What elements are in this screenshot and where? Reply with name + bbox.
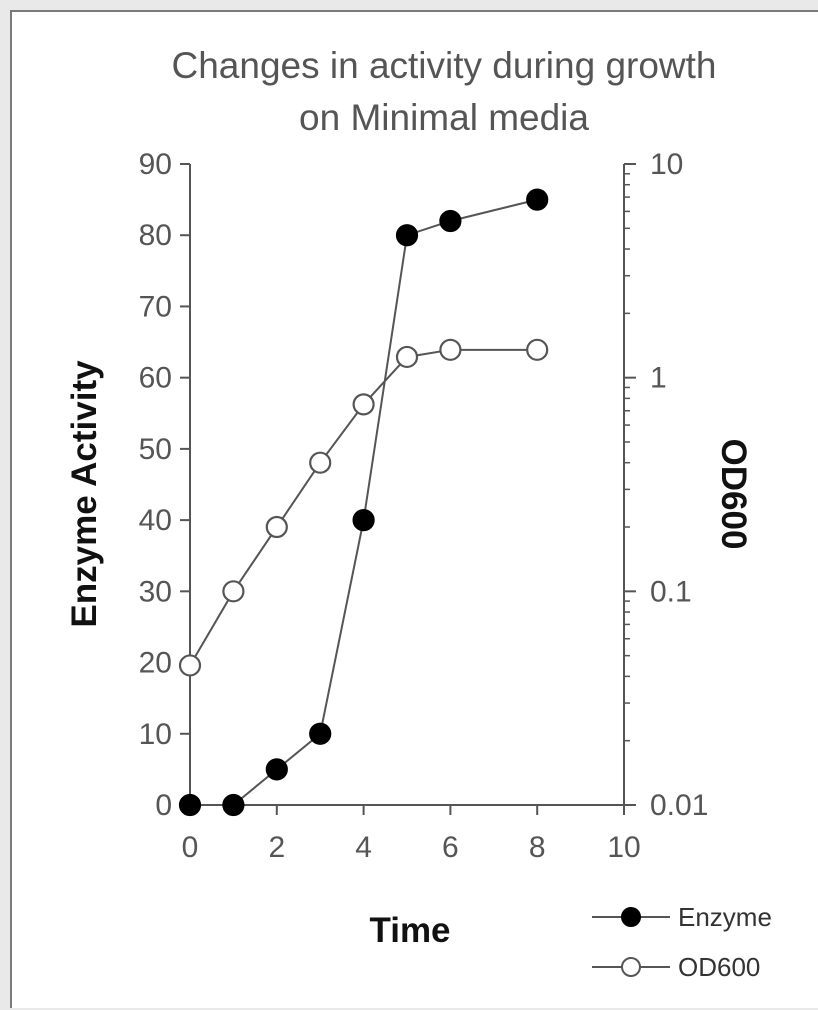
y-tick-label: 80 [139, 219, 172, 252]
od600-point [309, 451, 332, 474]
od600-point [395, 345, 419, 369]
y2-tick-label: 0.01 [650, 789, 708, 822]
enzyme-series-line [190, 198, 538, 806]
y-axis-title: Enzyme Activity [65, 360, 104, 628]
chart-title-line-2: on Minimal media [299, 97, 589, 138]
od600-point [352, 393, 375, 416]
od600-point [439, 338, 462, 361]
y-tick-label: 60 [139, 362, 172, 395]
y-tick-label: 10 [139, 718, 172, 751]
y-tick-label: 20 [139, 647, 172, 680]
axes: 0 10 20 30 40 50 60 70 80 90 0 2 4 6 8 10 0.01 0.1 1 10 [139, 148, 709, 864]
chart-svg: Changes in activity during growth on Min… [65, 45, 772, 982]
od600-point [265, 515, 288, 539]
enzyme-point [526, 188, 549, 211]
enzyme-point [222, 793, 245, 817]
legend-label: Enzyme [678, 902, 772, 932]
enzyme-point [439, 209, 462, 233]
x-tick-label: 8 [529, 831, 546, 864]
y-tick-label: 90 [139, 148, 172, 181]
y2-axis-title: OD600 [714, 439, 753, 550]
y-tick-label: 0 [155, 789, 172, 822]
y-tick-label: 70 [139, 290, 172, 323]
od600-point [222, 580, 245, 603]
x-tick-label: 0 [182, 831, 199, 864]
od600-point [178, 654, 202, 677]
legend-label: OD600 [678, 952, 760, 982]
enzyme-point [265, 758, 288, 781]
y2-tick-label: 0.1 [650, 575, 692, 608]
y-tick-label: 40 [139, 504, 172, 537]
y-tick-label: 50 [139, 433, 172, 466]
x-tick-label: 10 [607, 831, 640, 864]
legend-marker [621, 907, 641, 927]
y2-tick-label: 10 [650, 148, 683, 181]
enzyme-point [352, 509, 375, 532]
x-tick-label: 4 [355, 831, 372, 864]
x-tick-label: 2 [268, 831, 285, 864]
od600-point [526, 338, 549, 361]
chart-title-line-1: Changes in activity during growth [171, 45, 716, 86]
chart-frame: Changes in activity during growth on Min… [10, 10, 818, 1008]
y-tick-label: 30 [139, 575, 172, 608]
series-layer [178, 188, 549, 817]
enzyme-point [395, 224, 419, 247]
y2-tick-label: 1 [650, 362, 667, 395]
enzyme-point [178, 793, 202, 817]
legend: Enzyme OD600 [592, 902, 772, 982]
legend-marker [621, 957, 641, 977]
x-tick-label: 6 [442, 831, 459, 864]
x-axis-title: Time [369, 911, 450, 950]
enzyme-point [309, 722, 332, 745]
